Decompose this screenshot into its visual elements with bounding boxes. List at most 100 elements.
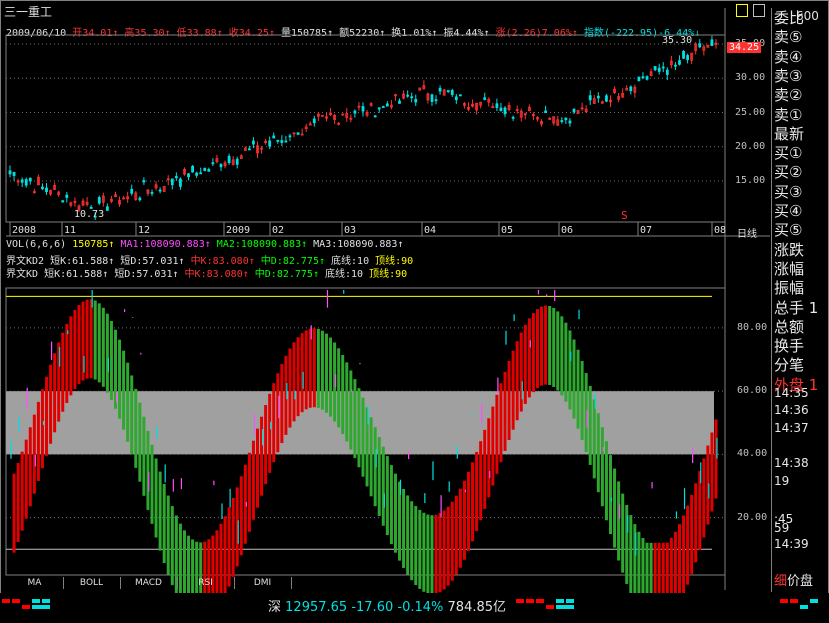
side-panel-item[interactable]: 买⑤: [774, 221, 803, 240]
high-label: 高: [124, 28, 135, 39]
side-panel-item[interactable]: 卖③: [774, 66, 803, 85]
tab-ma[interactable]: MA: [6, 577, 64, 589]
candle-body: [325, 116, 328, 119]
candle-body: [418, 87, 422, 91]
kd-bar: [304, 330, 308, 410]
tab-boll[interactable]: BOLL: [63, 577, 121, 589]
side-panel-item[interactable]: 振幅: [774, 279, 805, 298]
side-panel-item[interactable]: 买①: [774, 144, 803, 163]
kd-bar: [714, 419, 718, 499]
kd-bar: [276, 373, 280, 453]
kd-bar: [12, 473, 16, 553]
kd-bar: [592, 399, 596, 479]
side-panel-item[interactable]: 卖④: [774, 47, 803, 66]
candle-body: [77, 205, 81, 211]
kd-bar: [77, 305, 81, 385]
side-panel-item[interactable]: 涨跌: [774, 240, 805, 259]
side-panel-item[interactable]: 买②: [774, 163, 803, 182]
kd-bar: [191, 539, 195, 619]
period-label[interactable]: 日线: [737, 229, 757, 240]
kd-bar: [215, 530, 219, 610]
kd-bar: [223, 516, 227, 596]
kd-bar: [617, 481, 621, 561]
candle-body: [495, 103, 499, 108]
candle-body: [645, 76, 649, 80]
candle-body: [61, 200, 65, 203]
up-arrow-icon: ↑: [178, 256, 185, 267]
kd-bar: [357, 388, 361, 468]
window-restore-icon[interactable]: [753, 4, 765, 17]
side-panel-item[interactable]: 总额: [774, 317, 805, 336]
tab-dmi[interactable]: DMI: [234, 577, 292, 589]
candle-body: [657, 67, 661, 72]
candle-body: [625, 88, 629, 91]
kd-bar: [333, 342, 337, 422]
grid-layer: [5, 8, 770, 590]
kd-indicator-line: 界文KD 短K:61.588↑ 短D:57.031↑ 中K:83.080↑ 中D…: [6, 265, 407, 280]
kd-bar: [649, 542, 653, 622]
candle-body: [207, 169, 211, 172]
candle-body: [32, 191, 36, 194]
candle-body: [138, 197, 142, 201]
kd-bar: [572, 339, 576, 419]
kd-bar: [523, 324, 527, 404]
kd-bar: [495, 394, 499, 474]
kd-bar: [268, 393, 272, 473]
side-panel-item[interactable]: 总手 1: [774, 298, 819, 317]
candle-body: [252, 140, 255, 145]
side-panel-item[interactable]: 委比: [774, 9, 805, 27]
candle-body: [65, 194, 69, 198]
side-panel-item[interactable]: 卖②: [774, 86, 803, 105]
tab-macd[interactable]: MACD: [120, 577, 178, 589]
kd-d: 短D:57.031: [114, 269, 173, 280]
candle-body: [596, 95, 600, 99]
lock-icon[interactable]: [736, 4, 748, 17]
kd-bar: [178, 523, 182, 603]
kd-bar: [503, 371, 507, 451]
side-tab[interactable]: 细: [774, 574, 788, 589]
side-panel-item[interactable]: 最新: [774, 124, 805, 143]
kd-bar: [345, 362, 349, 442]
side-tab[interactable]: 价: [787, 574, 801, 589]
kd-bar: [661, 542, 665, 622]
candle-body: [702, 46, 706, 51]
kd-bar: [625, 504, 629, 584]
side-panel-item[interactable]: 卖①: [774, 105, 803, 124]
kd-bar: [406, 495, 410, 575]
candle-body: [179, 178, 182, 187]
candle-body: [357, 105, 361, 108]
candle-body: [333, 115, 336, 120]
side-panel-item[interactable]: 涨幅: [774, 259, 805, 278]
candle-body: [536, 117, 539, 120]
kd-bar: [36, 401, 40, 481]
kd-bar: [32, 414, 36, 494]
candle-body: [73, 200, 77, 203]
price-axis-label: 25.00: [735, 106, 766, 118]
candle-body: [398, 100, 401, 104]
side-panel-item[interactable]: 买③: [774, 182, 803, 201]
kd-bar: [28, 427, 32, 507]
side-panel-item[interactable]: 换手: [774, 337, 805, 356]
candle-body: [247, 148, 251, 151]
side-panel-item[interactable]: 买④: [774, 202, 803, 220]
side-panel-item[interactable]: 外盘 1: [774, 375, 819, 394]
kd-bar: [122, 350, 126, 430]
indicator-axis-label: 80.00: [737, 321, 768, 333]
candle-body: [556, 119, 560, 126]
candle-body: [361, 106, 365, 112]
side-tab[interactable]: 盘: [800, 574, 814, 589]
side-panel-item[interactable]: 分笔: [774, 356, 805, 375]
side-panel-item[interactable]: 卖⑤: [774, 28, 803, 47]
kd-bar: [138, 402, 142, 482]
candle-body: [458, 94, 462, 97]
kd-md: 中D:82.775: [254, 269, 313, 280]
candle-body: [118, 200, 121, 205]
kd-bar: [535, 309, 539, 389]
tab-rsi[interactable]: RSI: [177, 577, 235, 589]
kd-bar: [170, 506, 174, 586]
vol-current: 150785: [72, 239, 109, 250]
up-arrow-icon: ↑: [164, 28, 171, 39]
market-index-status[interactable]: 深 12957.65 -17.60 -0.14% 784.85亿: [268, 596, 506, 615]
kd-bar: [260, 416, 264, 496]
